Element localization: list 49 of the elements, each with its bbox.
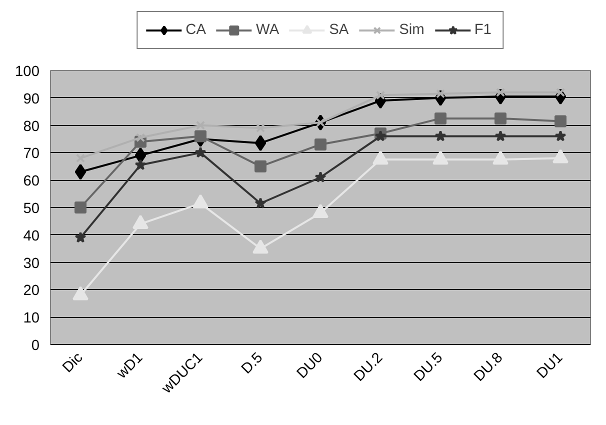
point (376, 90, 386, 100)
point (74, 202, 86, 214)
point (134, 147, 146, 164)
point (256, 124, 266, 133)
legend-label: Sim (399, 22, 424, 38)
point (312, 204, 328, 218)
point (194, 130, 206, 142)
point (72, 286, 88, 300)
y-tick-label: 80 (23, 118, 40, 135)
point (554, 115, 566, 128)
y-tick-label: 100 (15, 64, 40, 80)
point (74, 164, 86, 180)
point (196, 120, 206, 130)
point (254, 135, 266, 152)
point (74, 232, 86, 243)
point (192, 194, 208, 208)
point (314, 171, 326, 182)
x-tick-label: Dic (60, 350, 86, 376)
point (76, 154, 86, 163)
y-tick-label: 10 (23, 310, 40, 327)
point (254, 160, 266, 172)
legend-label: F1 (474, 22, 492, 38)
y-tick-label: 90 (23, 91, 40, 108)
point (136, 133, 146, 142)
legend-label: CA (186, 22, 206, 38)
point (314, 138, 326, 150)
legend-label: SA (329, 22, 350, 38)
point (132, 214, 148, 229)
point (254, 197, 266, 208)
y-tick-label: 60 (23, 174, 40, 190)
y-tick-label: 40 (23, 228, 40, 244)
point (554, 130, 566, 142)
point (552, 149, 568, 164)
point (194, 146, 206, 158)
point (434, 112, 446, 124)
y-tick-label: 50 (23, 201, 40, 217)
point (494, 112, 506, 124)
point (494, 130, 506, 142)
point (374, 130, 386, 142)
y-tick-label: 30 (23, 256, 40, 272)
point (134, 159, 146, 170)
y-tick-label: 70 (23, 146, 40, 162)
y-tick-label: 0 (31, 338, 40, 354)
point (434, 130, 446, 142)
legend-label: WA (256, 22, 280, 38)
point (252, 240, 268, 254)
y-tick-label: 20 (23, 283, 40, 300)
x-tick-label: D.5 (238, 350, 266, 378)
x-tick-label: wD1 (113, 350, 146, 383)
